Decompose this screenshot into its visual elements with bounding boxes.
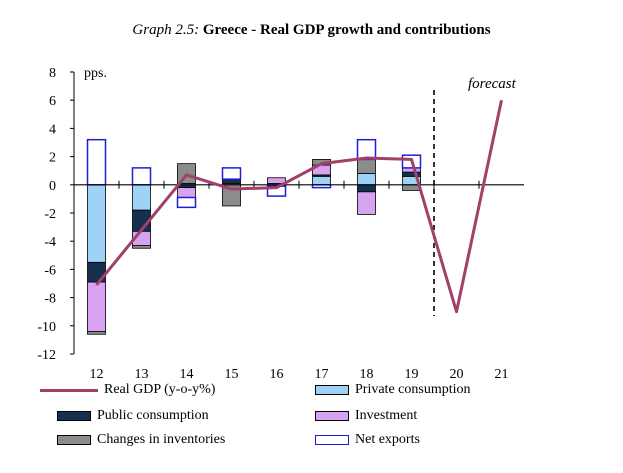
bar-segment-investment xyxy=(87,281,106,332)
x-tick-label: 21 xyxy=(495,367,509,382)
x-tick-label: 12 xyxy=(90,367,104,382)
bar-segment-net-exports xyxy=(221,167,242,180)
chart-title-main: Greece - Real GDP growth and contributio… xyxy=(202,22,491,38)
x-tick-label: 19 xyxy=(405,367,419,382)
x-tick-label: 18 xyxy=(360,367,374,382)
y-tick-label: 2 xyxy=(49,151,56,166)
y-tick-label: 8 xyxy=(49,66,56,81)
bar-segment-net-exports xyxy=(86,138,107,186)
bar-segment-net-exports xyxy=(356,138,377,161)
forecast-annotation: forecast xyxy=(468,76,517,92)
bar-segment-investment xyxy=(357,191,376,215)
y-tick-label: 4 xyxy=(49,122,56,137)
bar-segment-net-exports xyxy=(176,196,197,209)
bar-segment-changes-in-inventories xyxy=(87,331,106,335)
x-tick-label: 20 xyxy=(450,367,464,382)
bar-segment-private-consumption xyxy=(357,173,376,186)
y-tick-label: -8 xyxy=(44,292,56,307)
x-tick-label: 13 xyxy=(135,367,149,382)
x-tick-label: 17 xyxy=(315,367,329,382)
bar-segment-public-consumption xyxy=(357,184,376,193)
bar-segment-investment xyxy=(267,177,286,184)
bar-segment-changes-in-inventories xyxy=(132,245,151,249)
chart-title-prefix: Graph 2.5: xyxy=(132,22,200,38)
y-tick-label: -2 xyxy=(44,207,56,222)
bar-segment-private-consumption xyxy=(87,184,106,263)
x-tick-label: 16 xyxy=(270,367,284,382)
y-tick-label: -4 xyxy=(44,235,56,250)
y-tick-label: -6 xyxy=(44,263,56,278)
bar-segment-investment xyxy=(177,187,196,198)
y-axis-unit-label: pps. xyxy=(84,66,107,81)
bar-segment-net-exports xyxy=(131,167,152,186)
series-line-real-gdp xyxy=(95,99,503,314)
y-tick-label: -12 xyxy=(37,348,56,363)
x-tick-label: 14 xyxy=(180,367,194,382)
bar-segment-changes-in-inventories xyxy=(357,159,376,174)
y-tick-label: -10 xyxy=(37,320,56,335)
y-tick-label: 0 xyxy=(49,179,56,194)
chart-title: Graph 2.5: Greece - Real GDP growth and … xyxy=(0,22,623,39)
bar-segment-private-consumption xyxy=(132,184,151,211)
y-tick-label: 6 xyxy=(49,94,56,109)
bar-segment-private-consumption xyxy=(312,175,331,186)
x-tick-label: 15 xyxy=(225,367,239,382)
